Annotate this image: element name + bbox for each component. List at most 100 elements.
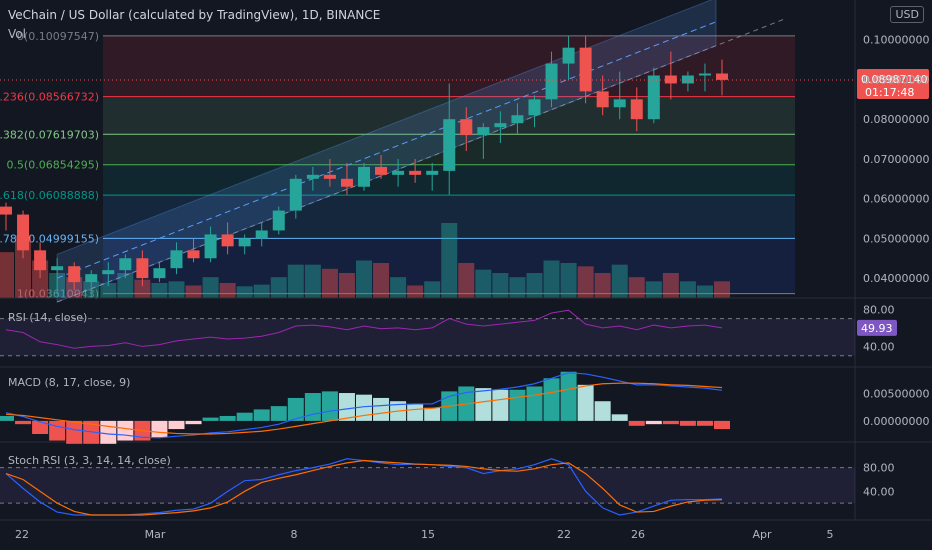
price-tick-label: 0.07000000 — [863, 153, 929, 166]
candle-body — [392, 170, 405, 175]
channel-midline — [56, 21, 717, 279]
macd-histogram-bar — [0, 415, 14, 421]
fib-label-0.5: 0.5(0.06854295) — [6, 159, 99, 172]
volume-bar — [219, 283, 236, 298]
macd-histogram-bar — [253, 409, 270, 421]
volume-bar — [15, 235, 32, 298]
volume-bar — [526, 273, 543, 298]
fib-zone-0.618 — [103, 195, 795, 239]
macd-histogram-bar — [185, 420, 202, 425]
macd-histogram-bar — [714, 420, 730, 430]
candle-body — [51, 266, 64, 271]
volume-bar — [287, 264, 304, 298]
macd-histogram-bar — [424, 407, 441, 421]
price-tick-label: 0.09000000 — [863, 73, 929, 86]
volume-label: Vol — [8, 27, 26, 41]
candle-body — [170, 250, 183, 269]
price-tick-label: 0.05000000 — [863, 232, 929, 245]
candle-body — [494, 123, 507, 128]
macd-histogram-bar — [628, 420, 645, 426]
volume-bar — [714, 281, 730, 298]
candle-body — [358, 166, 370, 187]
candle-body — [119, 258, 132, 271]
rsi-tick-label: 80.00 — [863, 303, 895, 316]
time-axis-label: 5 — [827, 528, 834, 541]
time-axis-label: Mar — [145, 528, 166, 541]
volume-bar — [168, 281, 185, 298]
macd-histogram-bar — [611, 414, 628, 421]
volume-bar — [475, 269, 492, 298]
candle-body — [579, 47, 592, 92]
candle-body — [647, 75, 660, 120]
stoch-label: Stoch RSI (3, 3, 14, 14, close) — [8, 454, 171, 467]
time-axis-label: 22 — [15, 528, 29, 541]
macd-histogram-bar — [492, 389, 509, 421]
last-price-label: 0.08987140 — [861, 73, 927, 86]
macd-histogram-bar — [15, 420, 32, 425]
macd-histogram-bar — [304, 393, 321, 421]
volume-bar — [543, 260, 560, 298]
candle-body — [306, 174, 319, 179]
macd-histogram-bar — [577, 384, 594, 421]
fib-label-0: 0(0.10097547) — [17, 30, 99, 43]
candle-body — [664, 75, 677, 84]
time-axis-label: 26 — [631, 528, 645, 541]
volume-bar — [338, 273, 355, 298]
macd-histogram-bar — [373, 397, 390, 421]
candle-body — [0, 206, 12, 215]
candle-body — [681, 75, 694, 84]
volume-bar — [356, 260, 372, 298]
macd-histogram-bar — [662, 420, 679, 425]
volume-bar — [679, 281, 696, 298]
volume-bar — [560, 263, 577, 298]
macd-histogram-bar — [219, 415, 236, 421]
candle-body — [255, 230, 268, 239]
volume-bar — [441, 223, 458, 298]
macd-tick-label: 0.00500000 — [863, 388, 929, 401]
volume-bar — [662, 273, 679, 298]
macd-histogram-bar — [560, 371, 577, 421]
macd-histogram-bar — [645, 420, 662, 425]
candle-body — [460, 119, 473, 136]
candle-body — [238, 238, 251, 247]
macd-histogram-bar — [407, 404, 424, 421]
volume-bar — [321, 268, 338, 298]
volume-bar — [611, 264, 628, 298]
macd-histogram-bar — [66, 420, 83, 444]
candle-body — [102, 270, 115, 275]
fib-label-1: 1(0.03610043) — [17, 288, 99, 301]
candle-body — [340, 178, 353, 187]
volume-bar — [424, 281, 441, 298]
volume-bar — [236, 286, 253, 298]
volume-bar — [270, 277, 287, 298]
rsi-line — [5, 309, 723, 349]
volume-bar — [117, 273, 134, 298]
countdown-label: 01:17:48 — [865, 86, 914, 99]
volume-bar — [645, 281, 662, 298]
price-tick-label: 0.10000000 — [863, 34, 929, 47]
volume-bar — [407, 285, 424, 298]
macd-label: MACD (8, 17, close, 9) — [8, 376, 130, 389]
volume-bar — [458, 263, 475, 298]
chart-title: VeChain / US Dollar (calculated by Tradi… — [8, 8, 381, 22]
volume-bar — [509, 277, 526, 298]
price-tick-label: 0.04000000 — [863, 272, 929, 285]
time-axis-label: 8 — [291, 528, 298, 541]
rsi-band — [0, 318, 855, 356]
volume-bar — [628, 277, 645, 298]
candle-body — [17, 214, 30, 251]
candle-body — [85, 274, 98, 283]
stoch-tick-label: 40.00 — [863, 485, 895, 498]
macd-histogram-bar — [526, 386, 543, 421]
fib-label-0.236: 0.236(0.08566732) — [0, 91, 99, 104]
volume-bar — [594, 273, 611, 298]
fib-label-0.618: 0.618(0.06088888) — [0, 189, 99, 202]
volume-bar — [100, 283, 117, 298]
macd-histogram-bar — [509, 389, 526, 421]
macd-histogram-bar — [696, 420, 713, 426]
macd-histogram-bar — [202, 417, 219, 421]
currency-button[interactable]: USD — [890, 6, 924, 23]
macd-histogram-bar — [338, 393, 355, 421]
macd-histogram-bar — [287, 397, 304, 421]
